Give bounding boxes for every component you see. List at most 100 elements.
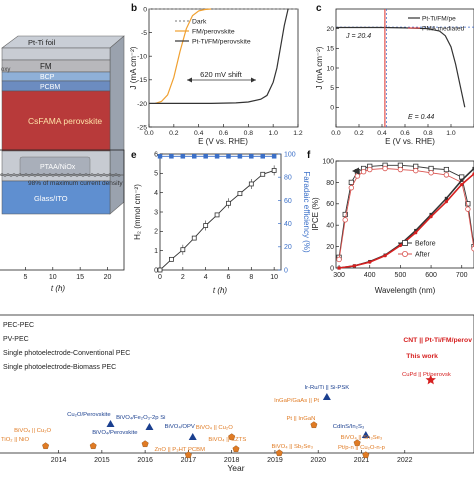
layer-bcp: [1, 71, 111, 82]
f-xtick-label: 300: [333, 272, 345, 279]
panel-d-frame: [0, 149, 125, 271]
g-marker-pentagon: [141, 440, 149, 447]
d-point: [12, 173, 16, 176]
b-xtick-label: 1.2: [293, 130, 303, 137]
d-point: [81, 174, 85, 177]
shift-arrow-right-head: [251, 77, 256, 83]
panel-e-data: [157, 154, 277, 273]
e-fe-point: [191, 154, 197, 159]
d-point: [93, 174, 97, 177]
e-fe-point: [271, 154, 277, 159]
e-fe-point: [226, 154, 231, 159]
panel-c: c 0.0 0.2 0.4 0.6 0.8 1.0 0 5 10 15 20 E (V vs. RH…: [315, 3, 474, 146]
stability-annotation: 98% of maximum current density: [28, 180, 123, 187]
g-xtick-label: 2022: [397, 457, 413, 464]
e-ytick-right-label: 20: [284, 244, 292, 251]
c-ytick-label: 0: [330, 105, 334, 112]
e-ytick-left-label: 1: [154, 248, 158, 255]
j-label: J = 20.4: [345, 33, 371, 40]
g-label: BiVO₄ || Cu₂O: [14, 428, 51, 434]
f-integrated-after-point: [414, 231, 418, 235]
panel-d: 5 10 15 20 98% of maximum current density t…: [0, 149, 125, 293]
d-point: [111, 174, 115, 177]
c-xtick-label: 0.4: [377, 130, 387, 137]
c-xtick-label: 0.8: [423, 130, 433, 137]
legend-pt-c: Pt-Ti/FM/pe: [422, 16, 456, 23]
f-after-point: [413, 167, 419, 174]
g-marker-pentagon: [89, 442, 97, 449]
legend-after-marker: [401, 250, 408, 257]
f-integrated-before-point: [429, 212, 433, 217]
f-after-point: [471, 246, 474, 252]
d-point: [87, 174, 91, 177]
b-ytick-label: 0: [143, 6, 147, 13]
d-point: [9, 174, 13, 177]
shift-arrow-left-head: [187, 77, 192, 83]
g-xtick-label: 2014: [51, 457, 67, 464]
label-bcp: BCP: [40, 74, 55, 81]
f-after-point: [367, 166, 373, 173]
b-ytick-label: -15: [137, 77, 147, 84]
label-pt-ti: Pt-Ti foil: [28, 38, 56, 47]
panel-e-ylabel-right: Faradaic efficiency (%): [302, 171, 311, 253]
panel-f: f 300 400 500 600 700 0 20 40 60 80 100 Wavelength…: [307, 150, 474, 295]
e-h2-point: [237, 191, 243, 197]
e-xtick-label: 4: [204, 274, 208, 281]
d-point: [96, 173, 100, 176]
b-xtick-label: 0.8: [244, 130, 254, 137]
d-point: [33, 174, 37, 177]
e-fe-point: [157, 154, 163, 159]
d-point: [51, 174, 55, 177]
f-after-point: [397, 166, 404, 173]
d-point: [66, 173, 70, 176]
e-ytick-left-label: 6: [154, 151, 158, 158]
d-point: [48, 173, 52, 176]
g-label: Ir-Ru/Ti || Si-PSK: [304, 385, 349, 391]
shift-annotation: 620 mV shift: [200, 70, 243, 79]
g-label: BiVO₄ || Cu₂O: [196, 425, 233, 431]
device-top-face: [1, 35, 125, 49]
b-ytick-label: -25: [137, 124, 147, 131]
d-xtick-label: 20: [104, 274, 112, 281]
e-h2-point: [226, 200, 231, 206]
g-xtick-label: 2020: [310, 457, 326, 464]
d-point: [45, 174, 49, 177]
d-point: [42, 173, 46, 176]
panel-b-ticks: 0.0 0.2 0.4 0.6 0.8 1.0 1.2 0 -5 -10 -15 -20 -25: [137, 6, 303, 137]
panel-letter-f: f: [307, 150, 311, 161]
panel-c-legend: Pt-Ti/FM/pe PMA mediated: [408, 16, 465, 33]
d-xtick-label: 5: [23, 274, 27, 281]
d-point: [84, 173, 88, 176]
legend-after: After: [415, 252, 430, 259]
g-label: This work: [406, 353, 438, 360]
d-point: [27, 174, 31, 177]
panel-b-data: [149, 8, 298, 104]
f-xtick-label: 600: [425, 272, 437, 279]
g-label: Pt/p-n || Cu₂O-n-p: [338, 445, 386, 451]
g-label: BiVO₄/OPV: [165, 424, 195, 430]
f-xtick-label: 700: [456, 272, 468, 279]
panel-letter-b: b: [131, 3, 137, 14]
d-point: [3, 174, 7, 177]
legend-pec-pec: PEC-PEC: [3, 322, 34, 329]
g-marker-pentagon: [184, 451, 192, 458]
d-point: [60, 173, 64, 176]
g-marker-triangle: [106, 420, 115, 427]
c-ytick-label: 15: [326, 46, 334, 53]
e-fe-point: [214, 154, 220, 159]
legend-biomass: Single photoelectrode-Biomass PEC: [3, 364, 116, 371]
e-ytick-right-label: 100: [284, 151, 296, 158]
layer-fm: [1, 59, 111, 73]
f-ytick-label: 40: [326, 223, 334, 230]
d-point: [57, 174, 61, 177]
f-before-point: [348, 179, 354, 185]
legend-fm: FM/perovskite: [192, 29, 235, 36]
label-pcbm: PCBM: [40, 84, 60, 91]
panel-c-ylabel: J (mA cm⁻²): [315, 46, 324, 89]
b-xtick-label: 0.2: [169, 130, 179, 137]
b-xtick-label: 1.0: [268, 130, 278, 137]
panel-f-legend: Before After: [398, 240, 436, 259]
label-side: oxy: [1, 67, 10, 73]
panel-b-xlabel: E (V vs. RHE): [198, 137, 248, 146]
